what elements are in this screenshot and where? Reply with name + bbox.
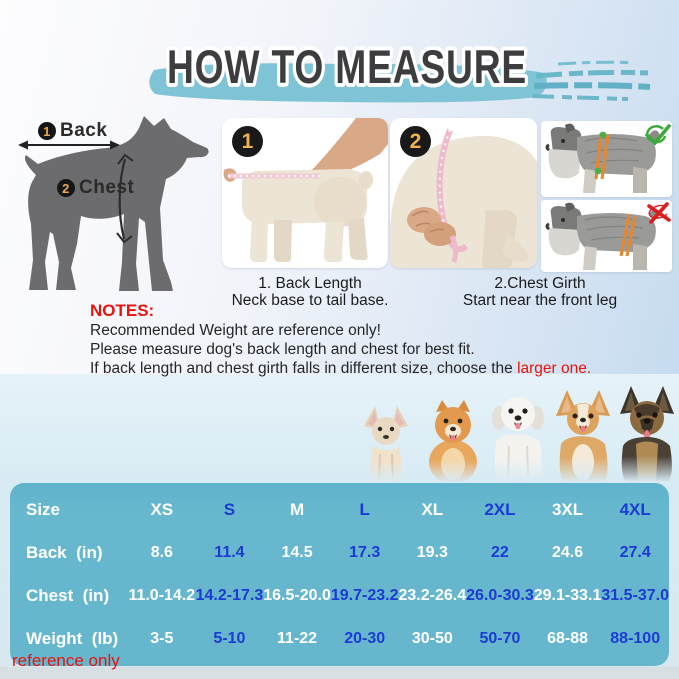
back-2xl: 22 bbox=[491, 544, 509, 562]
notes-line-3: If back length and chest girth falls in … bbox=[90, 359, 591, 378]
back-4xl: 27.4 bbox=[619, 544, 651, 562]
chest-l: 19.7-23.2 bbox=[330, 586, 399, 604]
chest-4xl: 31.5-37.0 bbox=[601, 586, 669, 604]
back-s: 11.4 bbox=[214, 544, 245, 562]
back-xl: 19.3 bbox=[416, 544, 448, 562]
back-label-text: Back bbox=[60, 120, 108, 141]
back-measure-label: 1 Back bbox=[38, 120, 107, 142]
col-header-l: L bbox=[359, 500, 370, 520]
chest-m: 16.5-20.0 bbox=[263, 586, 331, 604]
weight-l: 20-30 bbox=[344, 629, 386, 647]
size-chart-table: Size XS S M L XL 2XL 3XL 4XL Back (in) 8… bbox=[10, 483, 669, 666]
dog-side-silhouette-icon bbox=[18, 116, 209, 291]
col-header-s: S bbox=[223, 500, 236, 520]
reference-only-note: reference only bbox=[12, 651, 120, 670]
table-row-chest: Chest (in) 11.0-14.2 14.2-17.3 16.5-20.0… bbox=[10, 575, 669, 618]
col-header-size: Size bbox=[26, 500, 61, 520]
weight-xs: 3-5 bbox=[150, 629, 174, 647]
weight-xl: 30-50 bbox=[411, 629, 453, 647]
chest-2xl: 26.0-30.3 bbox=[466, 586, 534, 604]
brush-stroke-icon bbox=[149, 60, 651, 103]
notes-heading: NOTES: bbox=[90, 301, 155, 320]
notes-block: NOTES: Recommended Weight are reference … bbox=[90, 301, 591, 378]
notes-line-2: Please measure dog's back length and che… bbox=[90, 341, 475, 358]
chest-xs: 11.0-14.2 bbox=[128, 586, 196, 604]
german-shepherd-icon bbox=[620, 386, 674, 483]
row-label-weight: Weight (lb) bbox=[26, 628, 119, 648]
step-2-badge: 2 bbox=[400, 126, 431, 157]
col-header-4xl: 4XL bbox=[619, 500, 651, 520]
step-1-badge: 1 bbox=[232, 126, 263, 157]
bichon-icon bbox=[492, 397, 544, 483]
col-header-xs: XS bbox=[150, 500, 174, 520]
row-label-chest: Chest (in) bbox=[26, 585, 110, 605]
chest-xl: 23.2-26.4 bbox=[398, 586, 467, 604]
col-header-m: M bbox=[289, 500, 305, 520]
step-2-caption-title: 2.Chest Girth bbox=[494, 275, 586, 292]
chest-3xl: 29.1-33.1 bbox=[533, 586, 602, 604]
col-header-3xl: 3XL bbox=[551, 500, 584, 520]
correct-placement-photo bbox=[541, 121, 672, 197]
table-header-row: Size XS S M L XL 2XL 3XL 4XL bbox=[10, 489, 669, 532]
step-2-caption-subtitle: Start near the front leg bbox=[462, 292, 618, 309]
measuring-chest-photo: 2 bbox=[390, 118, 537, 268]
chest-measure-label: 2 Chest bbox=[57, 177, 134, 199]
weight-4xl: 88-100 bbox=[610, 629, 661, 647]
weight-3xl: 68-88 bbox=[547, 629, 589, 647]
back-3xl: 24.6 bbox=[551, 544, 584, 562]
measuring-back-photo: 1 bbox=[222, 118, 388, 268]
wrong-placement-photo bbox=[541, 200, 672, 272]
table-row-weight: Weight (lb) 3-5 5-10 11-22 20-30 30-50 5… bbox=[10, 617, 669, 660]
table-row-back: Back (in) 8.6 11.4 14.5 17.3 19.3 22 24.… bbox=[10, 532, 669, 575]
pomeranian-icon bbox=[429, 400, 477, 484]
chihuahua-icon bbox=[364, 406, 408, 484]
col-header-xl: XL bbox=[421, 500, 444, 520]
back-xs: 8.6 bbox=[150, 544, 173, 562]
weight-2xl: 50-70 bbox=[479, 629, 521, 647]
bottom-strip bbox=[0, 667, 679, 679]
weight-m: 11-22 bbox=[277, 629, 318, 647]
page-title: HOW TO MEASURE bbox=[167, 40, 527, 93]
step-2-caption: 2.Chest Girth Start near the front leg bbox=[432, 275, 648, 309]
back-m: 14.5 bbox=[281, 544, 313, 562]
check-icon bbox=[645, 124, 671, 146]
step-1-caption-title: 1. Back Length bbox=[258, 275, 362, 292]
chest-label-text: Chest bbox=[79, 177, 135, 198]
corgi-icon bbox=[556, 390, 610, 483]
back-number-badge: 1 bbox=[38, 122, 56, 140]
title-banner: HOW TO MEASURE bbox=[149, 36, 651, 103]
weight-s: 5-10 bbox=[213, 629, 246, 647]
notes-line-3-highlight: larger one. bbox=[517, 360, 592, 377]
chest-girth-arrow-icon bbox=[116, 153, 134, 244]
notes-line-1: Recommended Weight are reference only! bbox=[90, 322, 381, 339]
chest-number-badge: 2 bbox=[57, 179, 75, 197]
back-length-arrow-icon bbox=[18, 140, 120, 150]
step-1-caption-subtitle: Neck base to tail base. bbox=[231, 292, 389, 309]
step-1-caption: 1. Back Length Neck base to tail base. bbox=[222, 275, 398, 309]
row-label-back: Back (in) bbox=[26, 543, 103, 563]
cross-icon bbox=[647, 202, 671, 224]
col-header-2xl: 2XL bbox=[484, 500, 516, 520]
notes-line-3-text: If back length and chest girth falls in … bbox=[90, 360, 518, 377]
back-l: 17.3 bbox=[349, 544, 381, 562]
chest-s: 14.2-17.3 bbox=[195, 586, 264, 604]
